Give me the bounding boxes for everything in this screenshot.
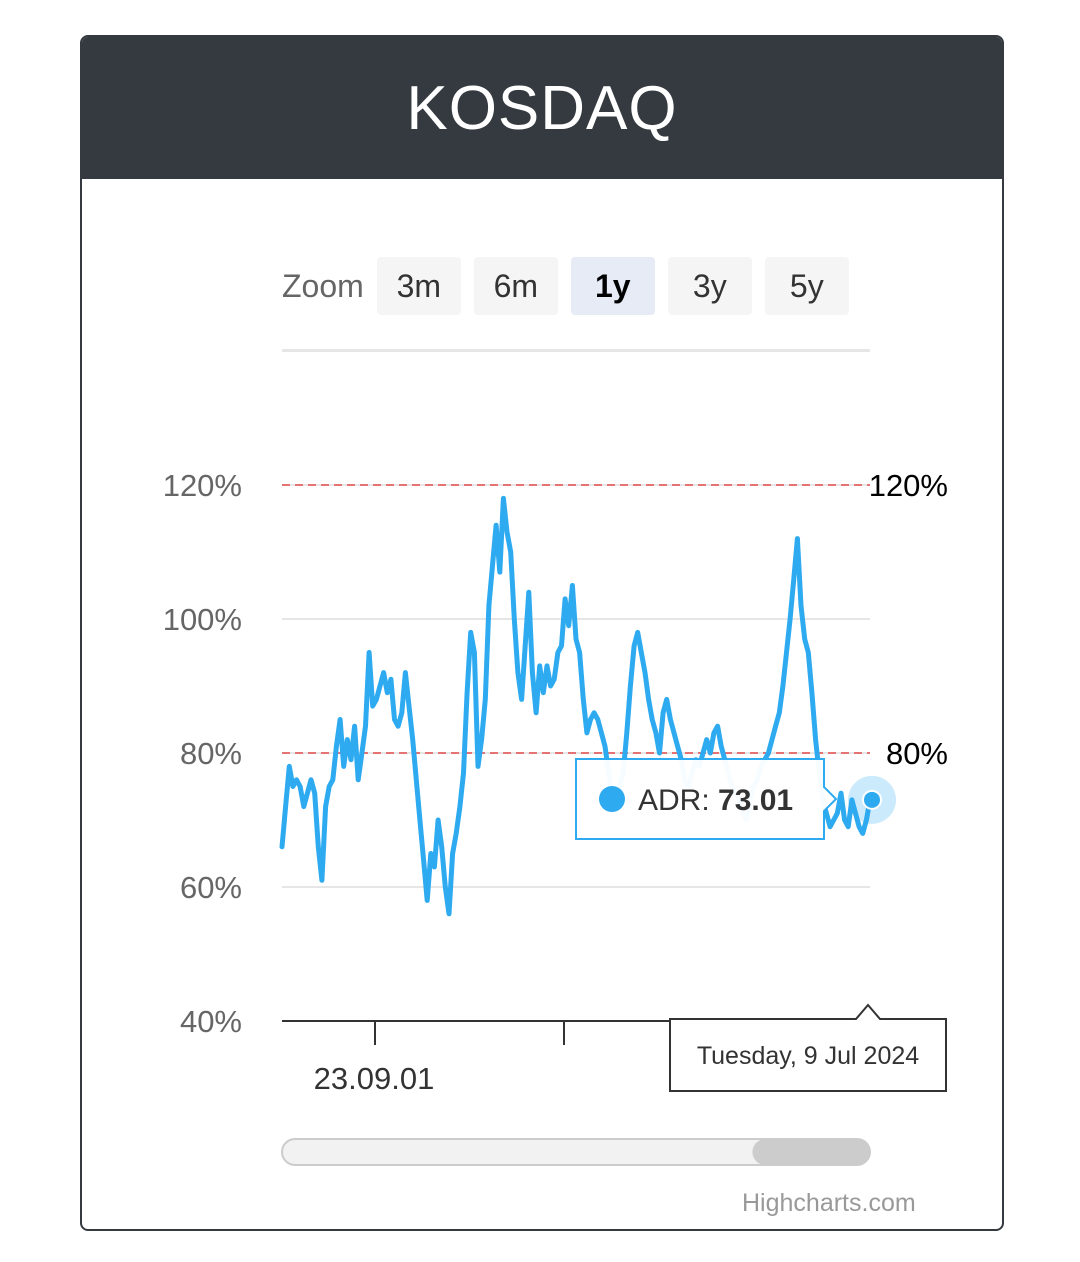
date-label-text: Tuesday, 9 Jul 2024 (697, 1042, 919, 1070)
date-label-box (669, 1003, 947, 1092)
zoom-5y-button[interactable]: 5y (764, 257, 849, 315)
y-tick-label: 60% (180, 870, 242, 905)
tooltip-value: 73.01 (718, 784, 793, 817)
y-tick-label: 100% (163, 602, 242, 637)
tooltip-box (575, 758, 838, 840)
navigator-handle[interactable] (752, 1139, 870, 1165)
zoom-6m-button[interactable]: 6m (473, 257, 558, 315)
tooltip-series-marker (599, 786, 625, 812)
chart-svg: 40% 60% 80% 100% 120% 23.09.01 120% 80% ADR: 73.… (163, 468, 948, 1166)
hover-point (862, 789, 882, 810)
y-tick-label: 40% (180, 1004, 242, 1039)
chart-card: KOSDAQ Zoom 3m 6m 1y 3y 5y 40% 60% 80% 100%… (80, 35, 1004, 1231)
zoom-label: Zoom (282, 267, 364, 304)
highcharts-credit[interactable]: Highcharts.com (742, 1189, 916, 1217)
series-line-adr (279, 495, 873, 917)
tooltip-text: ADR: 73.01 (638, 784, 793, 817)
zoom-3m-button[interactable]: 3m (376, 257, 461, 315)
range-selector-divider (282, 349, 870, 352)
card-header: KOSDAQ (82, 37, 1002, 179)
x-tick-label: 23.09.01 (314, 1061, 435, 1096)
zoom-1y-button[interactable]: 1y (570, 257, 655, 315)
chart-title: KOSDAQ (406, 73, 678, 143)
zoom-3y-button[interactable]: 3y (667, 257, 752, 315)
range-selector: Zoom 3m 6m 1y 3y 5y (282, 257, 862, 315)
plot-line-label-120: 120% (869, 468, 948, 503)
plot-line-label-80: 80% (886, 736, 948, 771)
y-tick-label: 80% (180, 736, 242, 771)
y-tick-label: 120% (163, 468, 242, 503)
tooltip-series-label: ADR: (638, 784, 718, 817)
